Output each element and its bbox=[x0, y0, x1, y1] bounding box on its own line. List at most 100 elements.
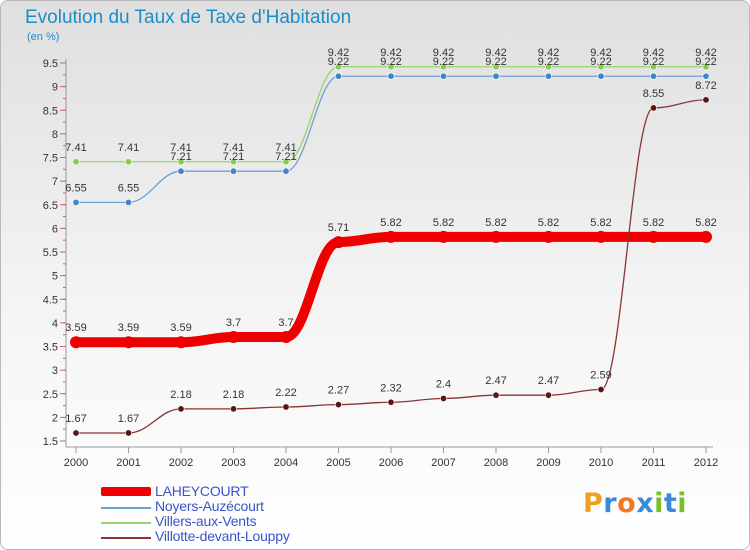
data-point bbox=[649, 72, 657, 80]
y-tick-label: 4 bbox=[52, 318, 58, 330]
data-label: 9.42 bbox=[380, 47, 401, 59]
data-point bbox=[492, 391, 500, 399]
x-tick-label: 2010 bbox=[589, 457, 613, 469]
data-label: 8.55 bbox=[643, 88, 664, 100]
data-point bbox=[649, 104, 657, 112]
data-label: 9.42 bbox=[695, 47, 716, 59]
chart-title: Evolution du Taux de Taxe d'Habitation bbox=[25, 7, 352, 28]
x-tick-label: 2003 bbox=[221, 457, 245, 469]
data-label: 9.22 bbox=[380, 56, 401, 68]
data-label: 5.82 bbox=[695, 217, 716, 229]
data-label: 9.42 bbox=[485, 47, 506, 59]
data-label: 5.82 bbox=[380, 217, 401, 229]
data-label: 9.22 bbox=[590, 56, 611, 68]
data-point bbox=[332, 236, 345, 249]
logo-letter: i bbox=[677, 488, 688, 519]
data-point bbox=[70, 336, 82, 349]
data-label: 5.82 bbox=[485, 217, 506, 229]
data-label: 5.82 bbox=[643, 217, 664, 229]
data-point bbox=[490, 230, 502, 243]
data-point bbox=[492, 63, 500, 71]
data-point bbox=[334, 72, 342, 80]
data-label: 2.59 bbox=[590, 369, 611, 381]
data-label: 2.47 bbox=[538, 375, 559, 387]
data-point bbox=[595, 230, 607, 243]
data-label: 9.22 bbox=[643, 56, 664, 68]
logo-letter: i bbox=[654, 488, 664, 519]
data-point bbox=[334, 63, 342, 71]
data-point bbox=[385, 230, 397, 243]
data-label: 5.82 bbox=[433, 217, 454, 229]
data-label: 9.22 bbox=[485, 56, 506, 68]
y-tick-label: 3.5 bbox=[43, 342, 58, 354]
data-label: 3.59 bbox=[65, 322, 86, 334]
x-tick-label: 2004 bbox=[274, 457, 298, 469]
data-point bbox=[702, 96, 710, 104]
data-point bbox=[387, 72, 395, 80]
data-label: 2.18 bbox=[223, 389, 244, 401]
data-label: 7.21 bbox=[275, 151, 296, 163]
x-tick-label: 2009 bbox=[536, 457, 560, 469]
data-point bbox=[597, 385, 605, 393]
legend-swatch bbox=[101, 487, 151, 496]
logo-letter: o bbox=[617, 488, 637, 519]
data-label: 9.42 bbox=[590, 47, 611, 59]
data-point bbox=[700, 230, 712, 243]
data-label: 2.4 bbox=[436, 378, 451, 390]
data-point bbox=[282, 167, 290, 175]
data-label: 8.72 bbox=[695, 80, 716, 92]
y-tick-label: 3 bbox=[52, 365, 58, 377]
data-label: 6.55 bbox=[65, 182, 86, 194]
data-label: 3.7 bbox=[226, 317, 241, 329]
data-label: 9.42 bbox=[643, 47, 664, 59]
legend-swatch bbox=[101, 507, 151, 509]
data-label: 7.41 bbox=[65, 142, 86, 154]
data-point bbox=[437, 230, 450, 243]
data-point bbox=[597, 63, 605, 71]
data-label: 9.42 bbox=[433, 47, 454, 59]
data-point bbox=[125, 158, 133, 166]
data-point bbox=[439, 72, 447, 80]
data-point bbox=[542, 230, 555, 243]
data-point bbox=[175, 336, 187, 349]
data-point bbox=[334, 401, 342, 409]
data-label: 9.42 bbox=[538, 47, 559, 59]
legend-label: Villers-aux-Vents bbox=[155, 513, 257, 529]
data-label: 5.71 bbox=[328, 222, 349, 234]
proxiti-logo: Proxiti bbox=[583, 488, 687, 519]
y-tick-label: 5.5 bbox=[43, 247, 58, 259]
data-point bbox=[230, 158, 238, 166]
data-label: 3.59 bbox=[170, 322, 191, 334]
data-point bbox=[282, 403, 290, 411]
data-point bbox=[72, 429, 80, 437]
y-unit-label: (en %) bbox=[27, 31, 60, 43]
x-tick-label: 2008 bbox=[484, 457, 508, 469]
data-point bbox=[177, 167, 185, 175]
x-tick-label: 2005 bbox=[326, 457, 350, 469]
data-point bbox=[597, 72, 605, 80]
data-point bbox=[702, 72, 710, 80]
x-tick-label: 2000 bbox=[64, 457, 88, 469]
y-tick-label: 6 bbox=[52, 223, 58, 235]
data-label: 7.41 bbox=[118, 142, 139, 154]
y-tick-label: 5 bbox=[52, 271, 58, 283]
y-tick-label: 8.5 bbox=[43, 105, 58, 117]
legend-label: LAHEYCOURT bbox=[155, 483, 249, 499]
legend-label: Villotte-devant-Louppy bbox=[155, 528, 290, 544]
data-label: 2.22 bbox=[275, 387, 296, 399]
data-point bbox=[439, 394, 447, 402]
data-label: 3.59 bbox=[118, 322, 139, 334]
x-tick-label: 2011 bbox=[642, 457, 666, 469]
data-point bbox=[227, 331, 240, 344]
y-tick-label: 6.5 bbox=[43, 200, 58, 212]
data-point bbox=[492, 72, 500, 80]
data-label: 2.32 bbox=[380, 382, 401, 394]
y-tick-label: 7.5 bbox=[43, 153, 58, 165]
data-label: 3.7 bbox=[278, 317, 293, 329]
data-point bbox=[72, 198, 80, 206]
data-label: 7.21 bbox=[223, 151, 244, 163]
data-label: 9.22 bbox=[695, 56, 716, 68]
data-label: 7.21 bbox=[170, 151, 191, 163]
data-label: 5.82 bbox=[590, 217, 611, 229]
